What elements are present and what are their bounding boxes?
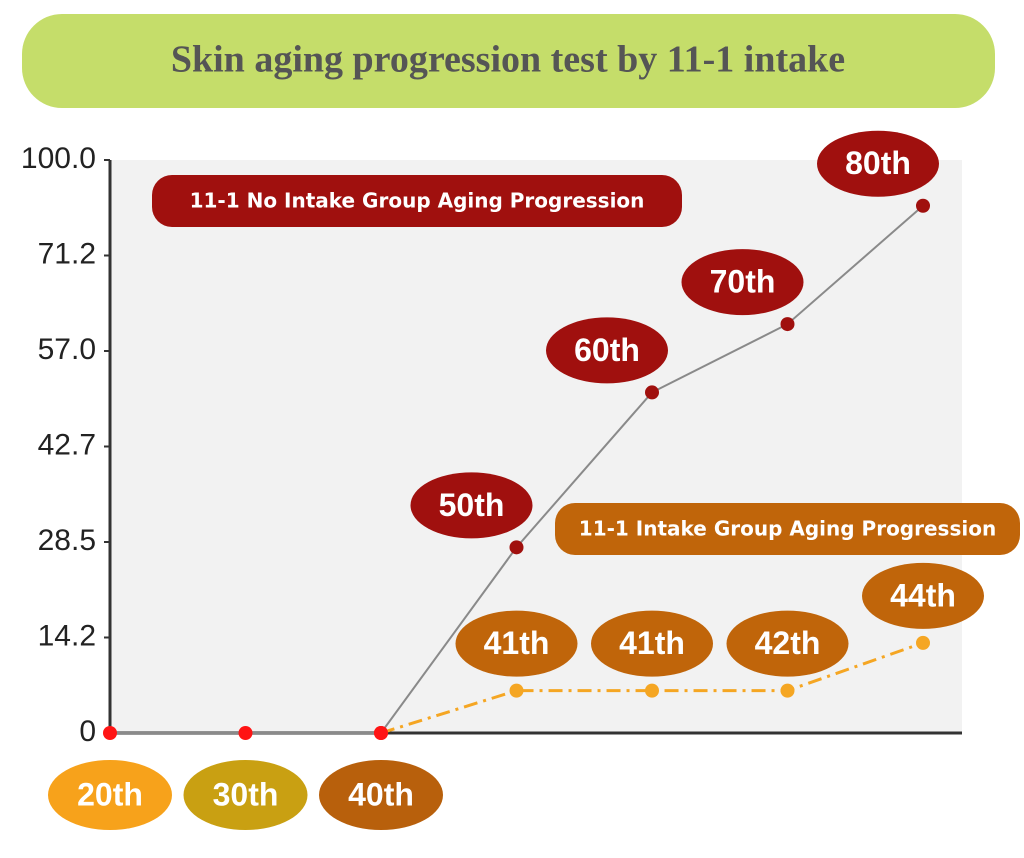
point-label-pill [726,610,849,677]
y-tick-label: 14.2 [38,619,96,652]
point-label-pill [862,562,984,629]
legend-pill [555,503,1020,555]
point-label-pill [455,610,578,677]
point-label: 60th [574,332,640,368]
y-tick-label: 71.2 [38,237,96,270]
category-pill [319,760,443,830]
point-label: 70th [710,264,776,300]
point [509,683,524,698]
point [238,726,253,740]
x-tick-label: 20th [77,776,143,812]
point-label: 41th [484,625,550,661]
y-tick-label: 57.0 [38,333,96,366]
legend-label: 11-1 Intake Group Aging Progression [579,517,996,541]
point-label: 44th [890,577,956,613]
point-label: 41th [619,625,685,661]
x-tick-label: 30th [213,776,279,812]
point-label-pill [591,610,713,677]
point-label-pill [817,130,939,197]
y-tick-label: 28.5 [38,524,96,557]
category-pill [183,760,308,830]
point [780,317,795,332]
legend-pill [152,175,682,227]
y-tick-label: 0 [79,715,96,748]
point-label: 80th [845,145,911,181]
point-label-pill [681,249,804,316]
point [103,726,117,740]
y-tick-label: 42.7 [38,428,96,461]
point [374,726,388,740]
point-label: 50th [439,487,505,523]
point [509,540,524,555]
legend-label: 11-1 No Intake Group Aging Progression [190,189,645,213]
point [916,635,930,650]
point [645,385,659,400]
chart-title: Skin aging progression test by 11-1 inta… [171,39,845,81]
category-pill [48,760,172,830]
point-label: 42th [755,625,821,661]
point [780,683,795,698]
y-tick-label: 100.0 [21,142,96,175]
point-label-pill [410,472,533,539]
point-label-pill [546,317,668,384]
point [916,198,930,213]
x-tick-label: 40th [348,776,414,812]
point [645,683,659,698]
series-line [380,641,924,735]
title-pill [22,14,995,108]
